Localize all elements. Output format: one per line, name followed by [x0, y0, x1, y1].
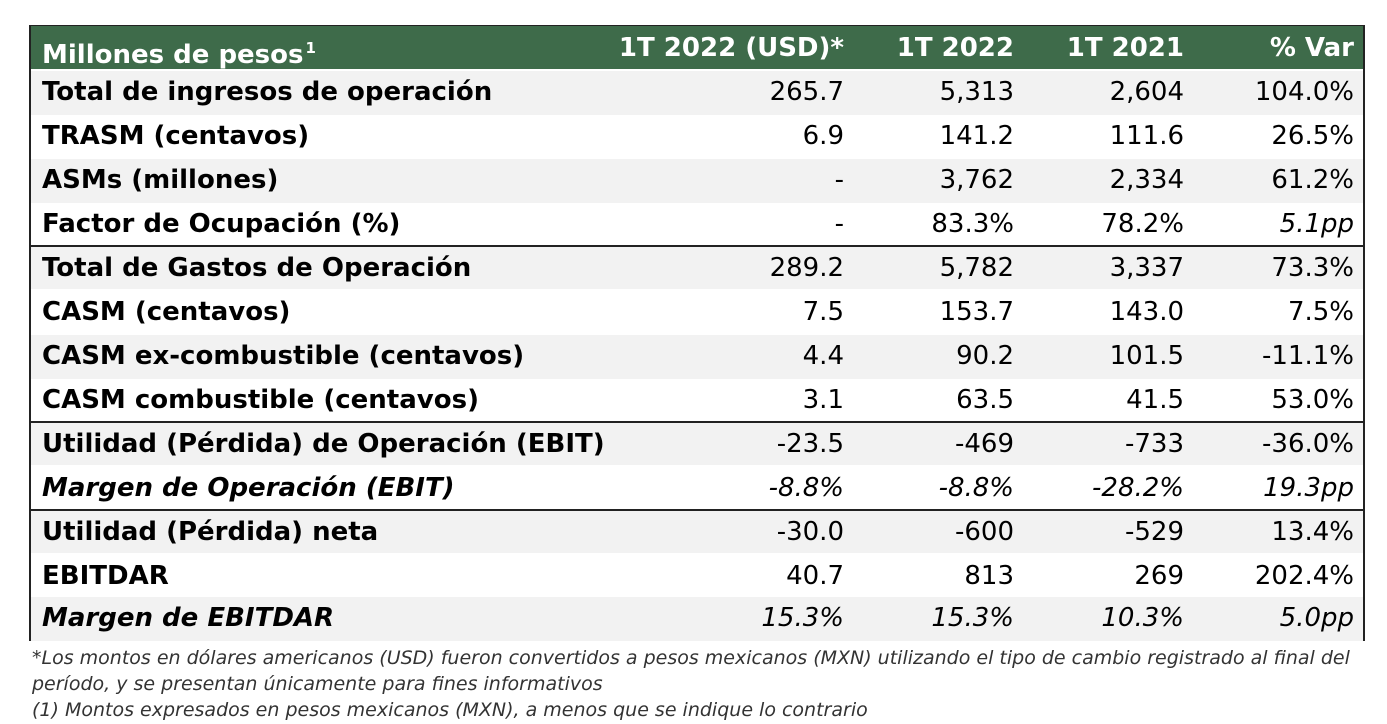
header-label: Millones de pesos 1 [42, 39, 316, 70]
row-label: Margen de EBITDAR [42, 603, 335, 633]
header-col-var: % Var [1269, 33, 1354, 63]
table-row: TRASM (centavos) 6.9 141.2 111.6 26.5% [31, 115, 1363, 159]
cell-2022: -469 [954, 429, 1014, 459]
row-label: TRASM (centavos) [42, 121, 310, 151]
row-label: ASMs (millones) [42, 165, 279, 195]
table-row: Total de ingresos de operación 265.7 5,3… [31, 71, 1363, 115]
cell-2022: 5,782 [939, 253, 1014, 283]
cell-2022: 813 [964, 561, 1014, 591]
cell-usd: 3.1 [802, 385, 844, 415]
cell-var: 104.0% [1254, 77, 1354, 107]
cell-usd: - [834, 209, 844, 239]
table-row: CASM combustible (centavos) 3.1 63.5 41.… [31, 379, 1363, 423]
table-row: Utilidad (Pérdida) de Operación (EBIT) -… [31, 421, 1363, 465]
cell-var: -36.0% [1262, 429, 1354, 459]
cell-usd: - [834, 165, 844, 195]
footnote-marker: 1 [305, 39, 316, 57]
row-label: Total de ingresos de operación [42, 77, 493, 107]
cell-2021: 3,337 [1109, 253, 1184, 283]
cell-usd: 265.7 [769, 77, 844, 107]
cell-usd: 4.4 [802, 341, 844, 371]
cell-2021: 78.2% [1101, 209, 1184, 239]
table-row: Factor de Ocupación (%) - 83.3% 78.2% 5.… [31, 203, 1363, 247]
cell-var: 5.1pp [1279, 209, 1354, 239]
cell-2021: 41.5 [1126, 385, 1184, 415]
cell-var: 61.2% [1271, 165, 1354, 195]
cell-2022: 90.2 [956, 341, 1014, 371]
table-header: Millones de pesos 1 1T 2022 (USD)* 1T 202… [31, 26, 1363, 70]
cell-2022: 153.7 [939, 297, 1014, 327]
cell-usd: 6.9 [802, 121, 844, 151]
cell-usd: 40.7 [786, 561, 844, 591]
cell-2021: 2,334 [1109, 165, 1184, 195]
footnote-mxn: (1) Montos expresados en pesos mexicanos… [32, 699, 868, 721]
table-row: EBITDAR 40.7 813 269 202.4% [31, 555, 1363, 599]
cell-var: 202.4% [1254, 561, 1354, 591]
row-label: Utilidad (Pérdida) de Operación (EBIT) [42, 429, 605, 459]
cell-var: -11.1% [1262, 341, 1354, 371]
cell-var: 26.5% [1271, 121, 1354, 151]
row-label: CASM combustible (centavos) [42, 385, 479, 415]
cell-2021: -733 [1124, 429, 1184, 459]
table-row: Utilidad (Pérdida) neta -30.0 -600 -529 … [31, 509, 1363, 553]
cell-usd: 289.2 [769, 253, 844, 283]
cell-usd: -23.5 [776, 429, 844, 459]
cell-2022: 15.3% [931, 603, 1014, 633]
row-label: CASM (centavos) [42, 297, 291, 327]
table-row: Margen de Operación (EBIT) -8.8% -8.8% -… [31, 467, 1363, 511]
header-col-2021: 1T 2021 [1066, 33, 1184, 63]
header-col-usd: 1T 2022 (USD)* [618, 33, 844, 63]
footnotes: *Los montos en dólares americanos (USD) … [32, 645, 1362, 723]
cell-2022: -600 [954, 517, 1014, 547]
cell-2021: 2,604 [1109, 77, 1184, 107]
row-label: Total de Gastos de Operación [42, 253, 472, 283]
cell-var: 73.3% [1271, 253, 1354, 283]
cell-var: 19.3pp [1263, 473, 1354, 503]
cell-2021: 269 [1134, 561, 1184, 591]
row-label: Margen de Operación (EBIT) [42, 473, 455, 503]
cell-var: 53.0% [1271, 385, 1354, 415]
cell-2022: 3,762 [939, 165, 1014, 195]
cell-2021: 111.6 [1109, 121, 1184, 151]
cell-var: 13.4% [1271, 517, 1354, 547]
cell-var: 7.5% [1287, 297, 1354, 327]
cell-usd: 7.5 [802, 297, 844, 327]
table-row: CASM (centavos) 7.5 153.7 143.0 7.5% [31, 291, 1363, 335]
cell-usd: -30.0 [776, 517, 844, 547]
financial-table: Millones de pesos 1 1T 2022 (USD)* 1T 202… [29, 25, 1365, 641]
cell-2022: 141.2 [939, 121, 1014, 151]
row-label: Factor de Ocupación (%) [42, 209, 401, 239]
cell-var: 5.0pp [1279, 603, 1354, 633]
header-col-2022: 1T 2022 [896, 33, 1014, 63]
cell-2021: 101.5 [1109, 341, 1184, 371]
table-row: ASMs (millones) - 3,762 2,334 61.2% [31, 159, 1363, 203]
cell-2021: -529 [1124, 517, 1184, 547]
cell-2021: 10.3% [1101, 603, 1184, 633]
cell-2022: 83.3% [931, 209, 1014, 239]
row-label: Utilidad (Pérdida) neta [42, 517, 379, 547]
row-label: CASM ex-combustible (centavos) [42, 341, 525, 371]
cell-2022: 63.5 [956, 385, 1014, 415]
row-label: EBITDAR [42, 561, 169, 591]
table-row: CASM ex-combustible (centavos) 4.4 90.2 … [31, 335, 1363, 379]
cell-2021: -28.2% [1092, 473, 1184, 503]
cell-usd: -8.8% [768, 473, 844, 503]
cell-2022: 5,313 [939, 77, 1014, 107]
cell-2022: -8.8% [938, 473, 1014, 503]
table-row: Margen de EBITDAR 15.3% 15.3% 10.3% 5.0p… [31, 597, 1363, 641]
cell-2021: 143.0 [1109, 297, 1184, 327]
cell-usd: 15.3% [761, 603, 844, 633]
footnote-usd: *Los montos en dólares americanos (USD) … [32, 647, 1350, 695]
table-row: Total de Gastos de Operación 289.2 5,782… [31, 245, 1363, 289]
